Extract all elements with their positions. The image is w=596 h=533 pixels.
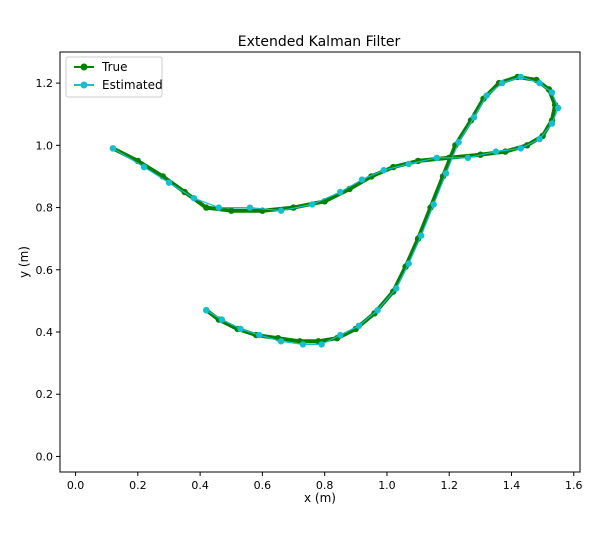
chart-title: Extended Kalman Filter xyxy=(238,34,401,50)
series-estimated-point xyxy=(380,167,387,174)
series-estimated-point xyxy=(393,285,400,292)
y-axis-label: y (m) xyxy=(17,246,31,278)
series-estimated-point xyxy=(430,201,437,208)
series-estimated-point xyxy=(109,145,117,152)
legend: True Estimated xyxy=(65,56,163,98)
series-estimated-point xyxy=(246,204,254,211)
plot-frame xyxy=(59,51,581,473)
y-tick-label: 0.6 xyxy=(36,264,54,277)
x-axis-label: x (m) xyxy=(304,491,336,505)
series-estimated-point xyxy=(165,179,173,186)
plot-area xyxy=(59,51,581,473)
series-estimated-point xyxy=(536,135,543,143)
legend-true-marker xyxy=(80,63,88,71)
x-tick-label: 0.6 xyxy=(254,479,272,492)
series-true-point xyxy=(502,148,509,155)
series-layer xyxy=(109,73,562,348)
series-estimated-point xyxy=(358,176,366,183)
series-estimated xyxy=(109,73,562,348)
x-tick-label: 1.2 xyxy=(440,479,458,492)
series-estimated-point xyxy=(355,322,363,329)
series-estimated-point xyxy=(299,341,307,348)
y-tick-label: 1.0 xyxy=(36,139,54,152)
series-estimated-point xyxy=(517,73,524,81)
series-estimated-point xyxy=(309,201,316,208)
series-estimated-point xyxy=(442,170,450,177)
series-estimated-point xyxy=(548,89,556,96)
series-estimated-point xyxy=(492,148,500,155)
y-tick-label: 0.0 xyxy=(36,450,54,463)
series-true-point xyxy=(203,204,210,211)
series-estimated-point xyxy=(318,341,325,348)
series-estimated-point xyxy=(190,195,198,202)
x-tick-label: 1.4 xyxy=(503,479,521,492)
series-estimated-point xyxy=(536,79,543,87)
series-estimated-point xyxy=(215,204,222,211)
series-estimated-point xyxy=(483,92,490,99)
y-tick-label: 0.8 xyxy=(36,202,54,215)
legend-true-label: True xyxy=(101,60,128,74)
series-estimated-point xyxy=(499,79,506,87)
series-estimated-point xyxy=(464,154,472,161)
series-estimated-point xyxy=(433,154,440,161)
series-true xyxy=(109,73,559,345)
series-estimated-point xyxy=(548,120,556,127)
series-estimated-point xyxy=(455,139,462,146)
x-tick-label: 0.0 xyxy=(67,479,85,492)
series-estimated-point xyxy=(277,338,285,345)
x-tick-label: 0.4 xyxy=(191,479,209,492)
series-estimated-point xyxy=(256,331,263,339)
x-tick-label: 0.2 xyxy=(129,479,147,492)
x-tick-label: 1.6 xyxy=(565,479,583,492)
legend-estimated-marker xyxy=(80,81,88,89)
series-estimated-point xyxy=(517,145,524,152)
series-estimated-point xyxy=(337,188,344,196)
series-estimated-point xyxy=(203,307,210,314)
series-estimated-point xyxy=(237,325,244,333)
series-estimated-point xyxy=(418,232,425,239)
series-estimated-point xyxy=(218,316,226,323)
y-tick-label: 1.2 xyxy=(36,77,54,90)
series-estimated-point xyxy=(374,307,381,314)
y-axis: 0.0 0.2 0.4 0.6 0.8 1.0 1.2 xyxy=(36,77,60,463)
x-tick-label: 1.0 xyxy=(378,479,396,492)
y-tick-label: 0.4 xyxy=(36,326,54,339)
legend-estimated-label: Estimated xyxy=(102,78,163,92)
series-estimated-point xyxy=(470,114,478,121)
series-true-line xyxy=(112,74,558,344)
y-tick-label: 0.2 xyxy=(36,388,54,401)
series-estimated-point xyxy=(337,331,344,339)
series-estimated-point xyxy=(140,163,148,171)
x-tick-label: 0.8 xyxy=(316,479,334,492)
series-estimated-line xyxy=(112,76,559,345)
series-true-point xyxy=(228,207,235,214)
series-estimated-point xyxy=(405,260,412,267)
series-estimated-point xyxy=(405,160,412,168)
x-axis: 0.0 0.2 0.4 0.6 0.8 1.0 1.2 1.4 1.6 xyxy=(67,472,583,492)
series-estimated-point xyxy=(555,104,562,112)
series-estimated-point xyxy=(277,207,285,214)
